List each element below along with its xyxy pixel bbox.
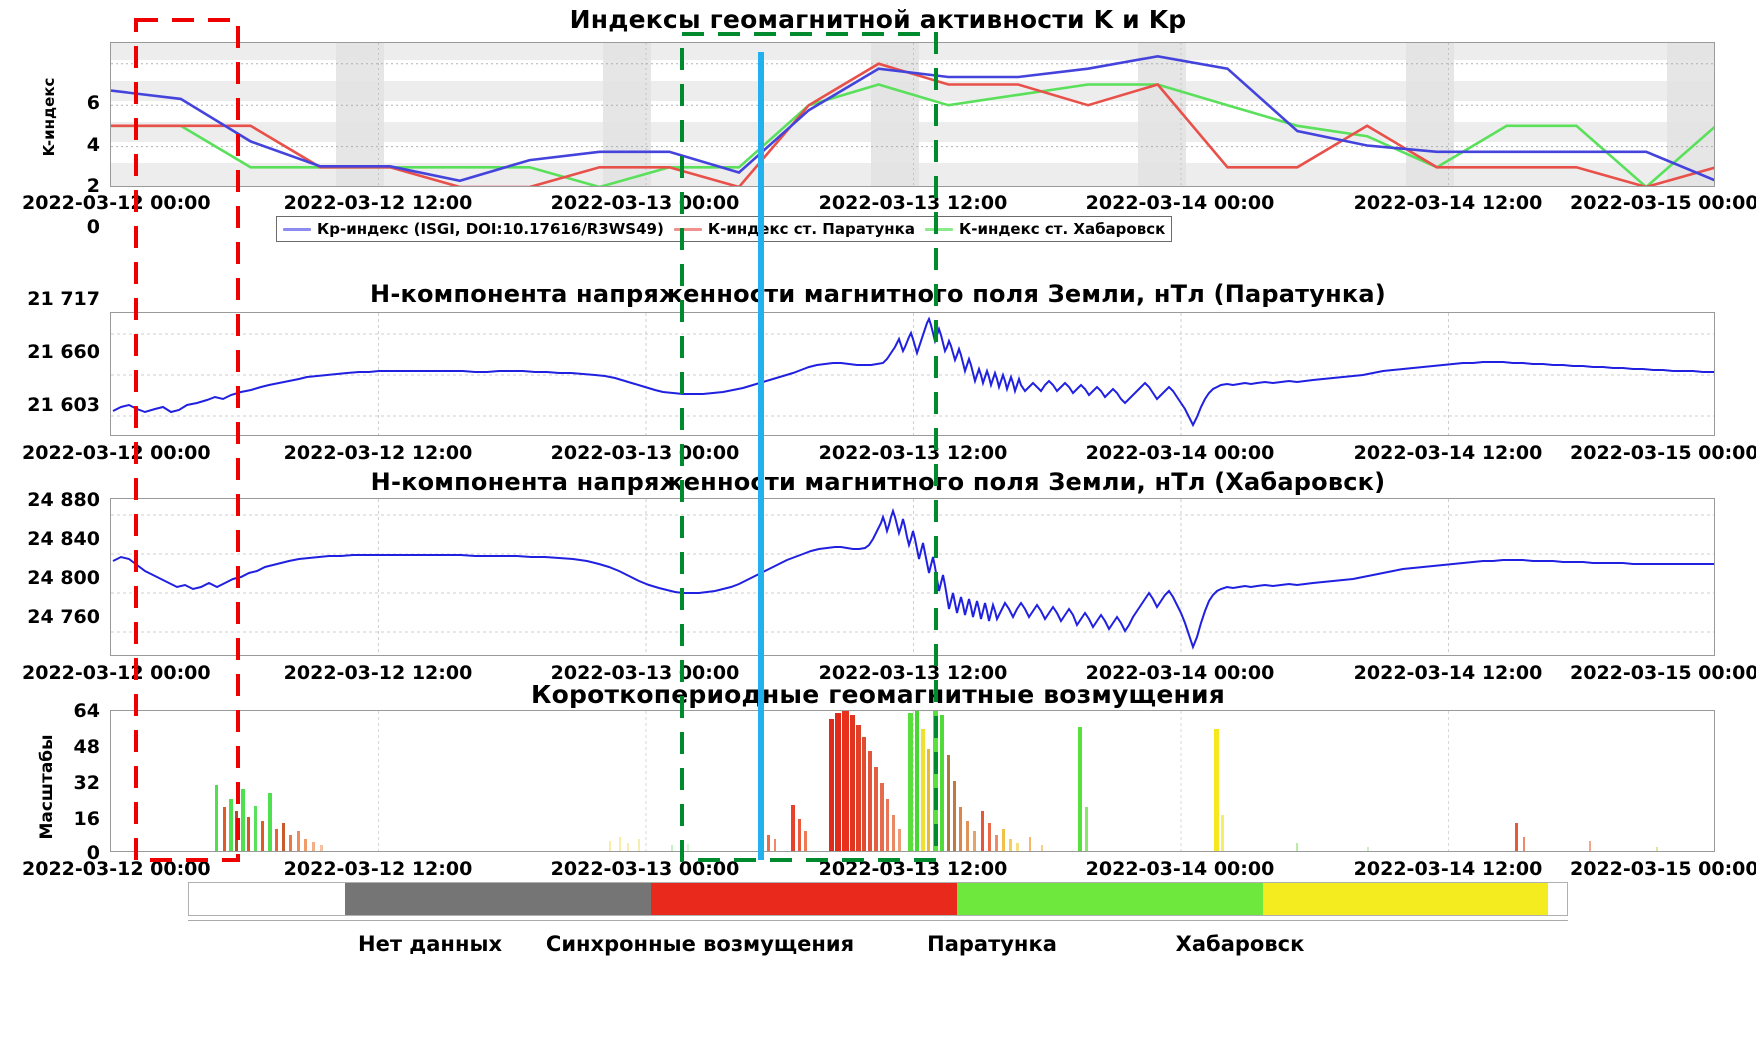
panel-k-index-plot	[110, 42, 1715, 187]
panel-short-period-xtick-1: 2022-03-12 12:00	[283, 858, 473, 880]
panel-h-paratunka-ytick-21660: 21 660	[27, 341, 100, 363]
panel-h-paratunka-xtick-1: 2022-03-12 12:00	[283, 442, 473, 464]
panel-k-index-xtick-6: 2022-03-15 00:00	[1570, 192, 1756, 214]
panel-short-period-title: Короткопериодные геомагнитные возмущения	[531, 680, 1225, 709]
colorbar-tickline	[188, 920, 1568, 930]
panel-k-index-xtick-5: 2022-03-14 12:00	[1353, 192, 1543, 214]
colorbar-strip	[188, 882, 1568, 916]
panel-short-period-ytick-0: 0	[86, 842, 100, 864]
panel-k-index-xtick-2: 2022-03-13 00:00	[550, 192, 740, 214]
colorbar-label-sync: Синхронные возмущения	[545, 932, 855, 956]
panel-k-index-xtick-4: 2022-03-14 00:00	[1085, 192, 1275, 214]
panel-short-period-svg	[111, 711, 1714, 851]
panel-h-paratunka-plot	[110, 312, 1715, 436]
panel-k-index-ytick-6: 6	[86, 92, 100, 114]
panel-k-index-ytick-0: 0	[86, 216, 100, 238]
panel-h-paratunka-xtick-4: 2022-03-14 00:00	[1085, 442, 1275, 464]
panel-h-khabarovsk-ytick-24840: 24 840	[27, 528, 100, 550]
legend-swatch-khabarovsk	[924, 227, 953, 231]
panel-h-paratunka-title: H-компонента напряженности магнитного по…	[370, 280, 1386, 308]
panel-short-period-xtick-5: 2022-03-14 12:00	[1353, 858, 1543, 880]
panel-h-khabarovsk-ytick-24760: 24 760	[27, 606, 100, 628]
panel-k-index-legend: Кр-индекс (ISGI, DOI:10.17616/R3WS49) К-…	[276, 216, 1173, 242]
panel-k-index-xtick-1: 2022-03-12 12:00	[283, 192, 473, 214]
panel-h-khabarovsk-xtick-5: 2022-03-14 12:00	[1353, 662, 1543, 684]
panel-short-period-xtick-3: 2022-03-13 12:00	[818, 858, 1008, 880]
panel-h-khabarovsk-svg	[111, 499, 1714, 655]
panel-h-paratunka-xtick-6: 2022-03-15 00:00	[1570, 442, 1756, 464]
panel-k-index: Индексы геомагнитной активности K и Kp K…	[0, 0, 1756, 258]
panel-short-period-ytick-48: 48	[73, 736, 100, 758]
panel-k-index-xtick-0: 2022-03-12 00:00	[22, 192, 211, 214]
panel-h-khabarovsk-ytick-24800: 24 800	[27, 567, 100, 589]
colorbar-label-khabarovsk: Хабаровск	[1175, 932, 1305, 956]
colorbar-segment-khabarovsk	[1263, 883, 1549, 915]
panel-short-period-ytick-16: 16	[73, 808, 100, 830]
legend-swatch-kp	[283, 227, 311, 231]
panel-h-paratunka-ytick-21603: 21 603	[27, 394, 100, 416]
legend-item-khabarovsk: К-индекс ст. Хабаровск	[924, 220, 1166, 238]
panel-h-khabarovsk-title: H-компонента напряженности магнитного по…	[370, 468, 1386, 496]
panel-h-paratunka-xtick-3: 2022-03-13 12:00	[818, 442, 1008, 464]
panel-k-index-svg	[111, 43, 1714, 186]
panel-h-paratunka-ytick-21717: 21 717	[27, 288, 100, 310]
panel-short-period-ytick-64: 64	[73, 700, 100, 722]
panel-h-khabarovsk-xtick-6: 2022-03-15 00:00	[1570, 662, 1756, 684]
colorbar-label-paratunka: Паратунка	[927, 932, 1057, 956]
colorbar-label-no-data: Нет данных	[358, 932, 502, 956]
colorbar-segment-paratunka	[957, 883, 1264, 915]
colorbar-segment-empty-left	[189, 883, 346, 915]
legend-item-kp: Кр-индекс (ISGI, DOI:10.17616/R3WS49)	[283, 220, 664, 238]
panel-h-khabarovsk: H-компонента напряженности магнитного по…	[0, 468, 1756, 684]
panel-h-khabarovsk-plot	[110, 498, 1715, 656]
panel-h-khabarovsk-xtick-4: 2022-03-14 00:00	[1085, 662, 1275, 684]
panel-short-period-ytick-32: 32	[73, 772, 100, 794]
colorbar-legend: Нет данных Синхронные возмущения Паратун…	[0, 876, 1756, 956]
panel-short-period-xtick-0: 2022-03-12 00:00	[22, 858, 211, 880]
panel-h-khabarovsk-xtick-1: 2022-03-12 12:00	[283, 662, 473, 684]
panel-k-index-title: Индексы геомагнитной активности K и Kp	[569, 5, 1187, 34]
panel-k-index-ytick-4: 4	[86, 134, 100, 156]
panel-short-period-xtick-6: 2022-03-15 00:00	[1570, 858, 1756, 880]
panel-k-index-xtick-3: 2022-03-13 12:00	[818, 192, 1008, 214]
panel-h-paratunka: H-компонента напряженности магнитного по…	[0, 262, 1756, 470]
colorbar-segment-empty-right	[1548, 883, 1567, 915]
panel-h-paratunka-xtick-0: 2022-03-12 00:00	[22, 442, 211, 464]
panel-short-period: Короткопериодные геомагнитные возмущения…	[0, 680, 1756, 880]
panel-h-paratunka-xtick-2: 2022-03-13 00:00	[550, 442, 740, 464]
panel-h-paratunka-xtick-5: 2022-03-14 12:00	[1353, 442, 1543, 464]
colorbar-segment-no-data	[345, 883, 652, 915]
legend-label-paratunka: К-индекс ст. Паратунка	[707, 220, 915, 238]
panel-h-paratunka-svg	[111, 313, 1714, 435]
legend-label-kp: Кр-индекс (ISGI, DOI:10.17616/R3WS49)	[317, 220, 664, 238]
legend-label-khabarovsk: К-индекс ст. Хабаровск	[958, 220, 1166, 238]
legend-swatch-paratunka	[673, 227, 702, 231]
panel-k-index-ytick-2: 2	[86, 175, 100, 197]
panel-short-period-xtick-2: 2022-03-13 00:00	[550, 858, 740, 880]
legend-item-paratunka: К-индекс ст. Паратунка	[673, 220, 915, 238]
panel-short-period-xtick-4: 2022-03-14 00:00	[1085, 858, 1275, 880]
panel-short-period-plot	[110, 710, 1715, 852]
colorbar-segment-sync	[651, 883, 958, 915]
panel-h-khabarovsk-ytick-24880: 24 880	[27, 489, 100, 511]
